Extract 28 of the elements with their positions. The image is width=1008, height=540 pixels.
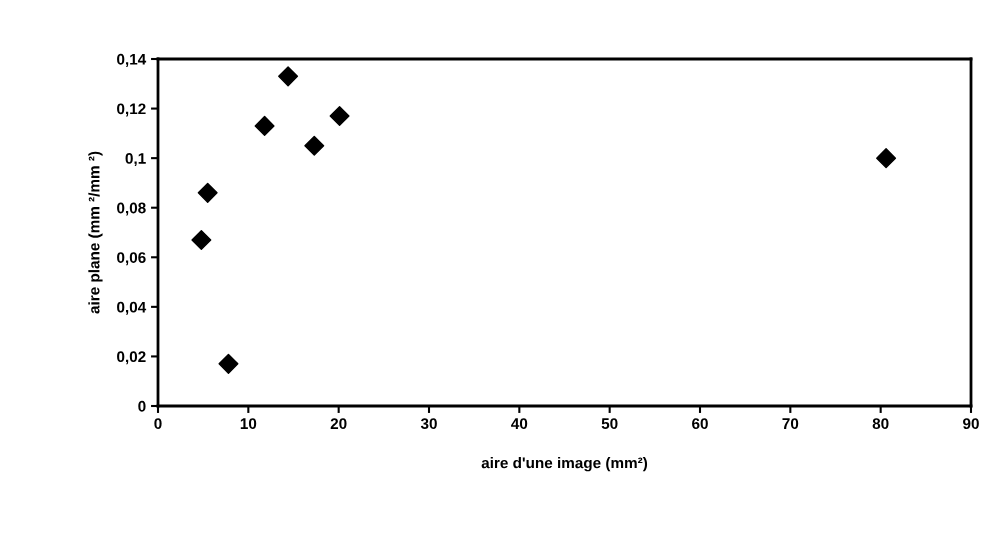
x-tick-label: 80 xyxy=(872,418,889,430)
x-axis-title: aire d'une image (mm²) xyxy=(481,457,648,472)
x-tick-label: 70 xyxy=(782,418,799,430)
y-tick-label: 0,02 xyxy=(117,351,146,365)
x-tick-label: 0 xyxy=(154,418,162,430)
y-axis-title: aire plane (mm ²/mm ²) xyxy=(88,151,103,314)
point xyxy=(218,353,239,374)
point xyxy=(278,66,299,87)
y-tick-label: 0,12 xyxy=(117,103,146,117)
point xyxy=(304,135,325,156)
x-tick-label: 10 xyxy=(240,418,257,430)
y-tick-label: 0,04 xyxy=(117,301,147,315)
x-tick-label: 60 xyxy=(692,418,708,430)
x-tick-label: 20 xyxy=(330,418,347,430)
y-tick-label: 0,14 xyxy=(117,53,147,67)
point xyxy=(197,182,218,203)
x-tick-label: 90 xyxy=(963,418,979,430)
x-tick-label: 30 xyxy=(420,418,437,430)
y-tick-label: 0,08 xyxy=(117,202,146,216)
y-tick-label: 0,06 xyxy=(117,252,146,266)
point xyxy=(876,148,897,169)
y-tick-label: 0,1 xyxy=(125,153,146,167)
point xyxy=(254,115,275,136)
point xyxy=(191,229,212,250)
x-tick-label: 40 xyxy=(511,418,528,430)
y-tick-label: 0 xyxy=(138,400,146,412)
x-tick-label: 50 xyxy=(601,418,618,430)
point xyxy=(329,105,350,127)
